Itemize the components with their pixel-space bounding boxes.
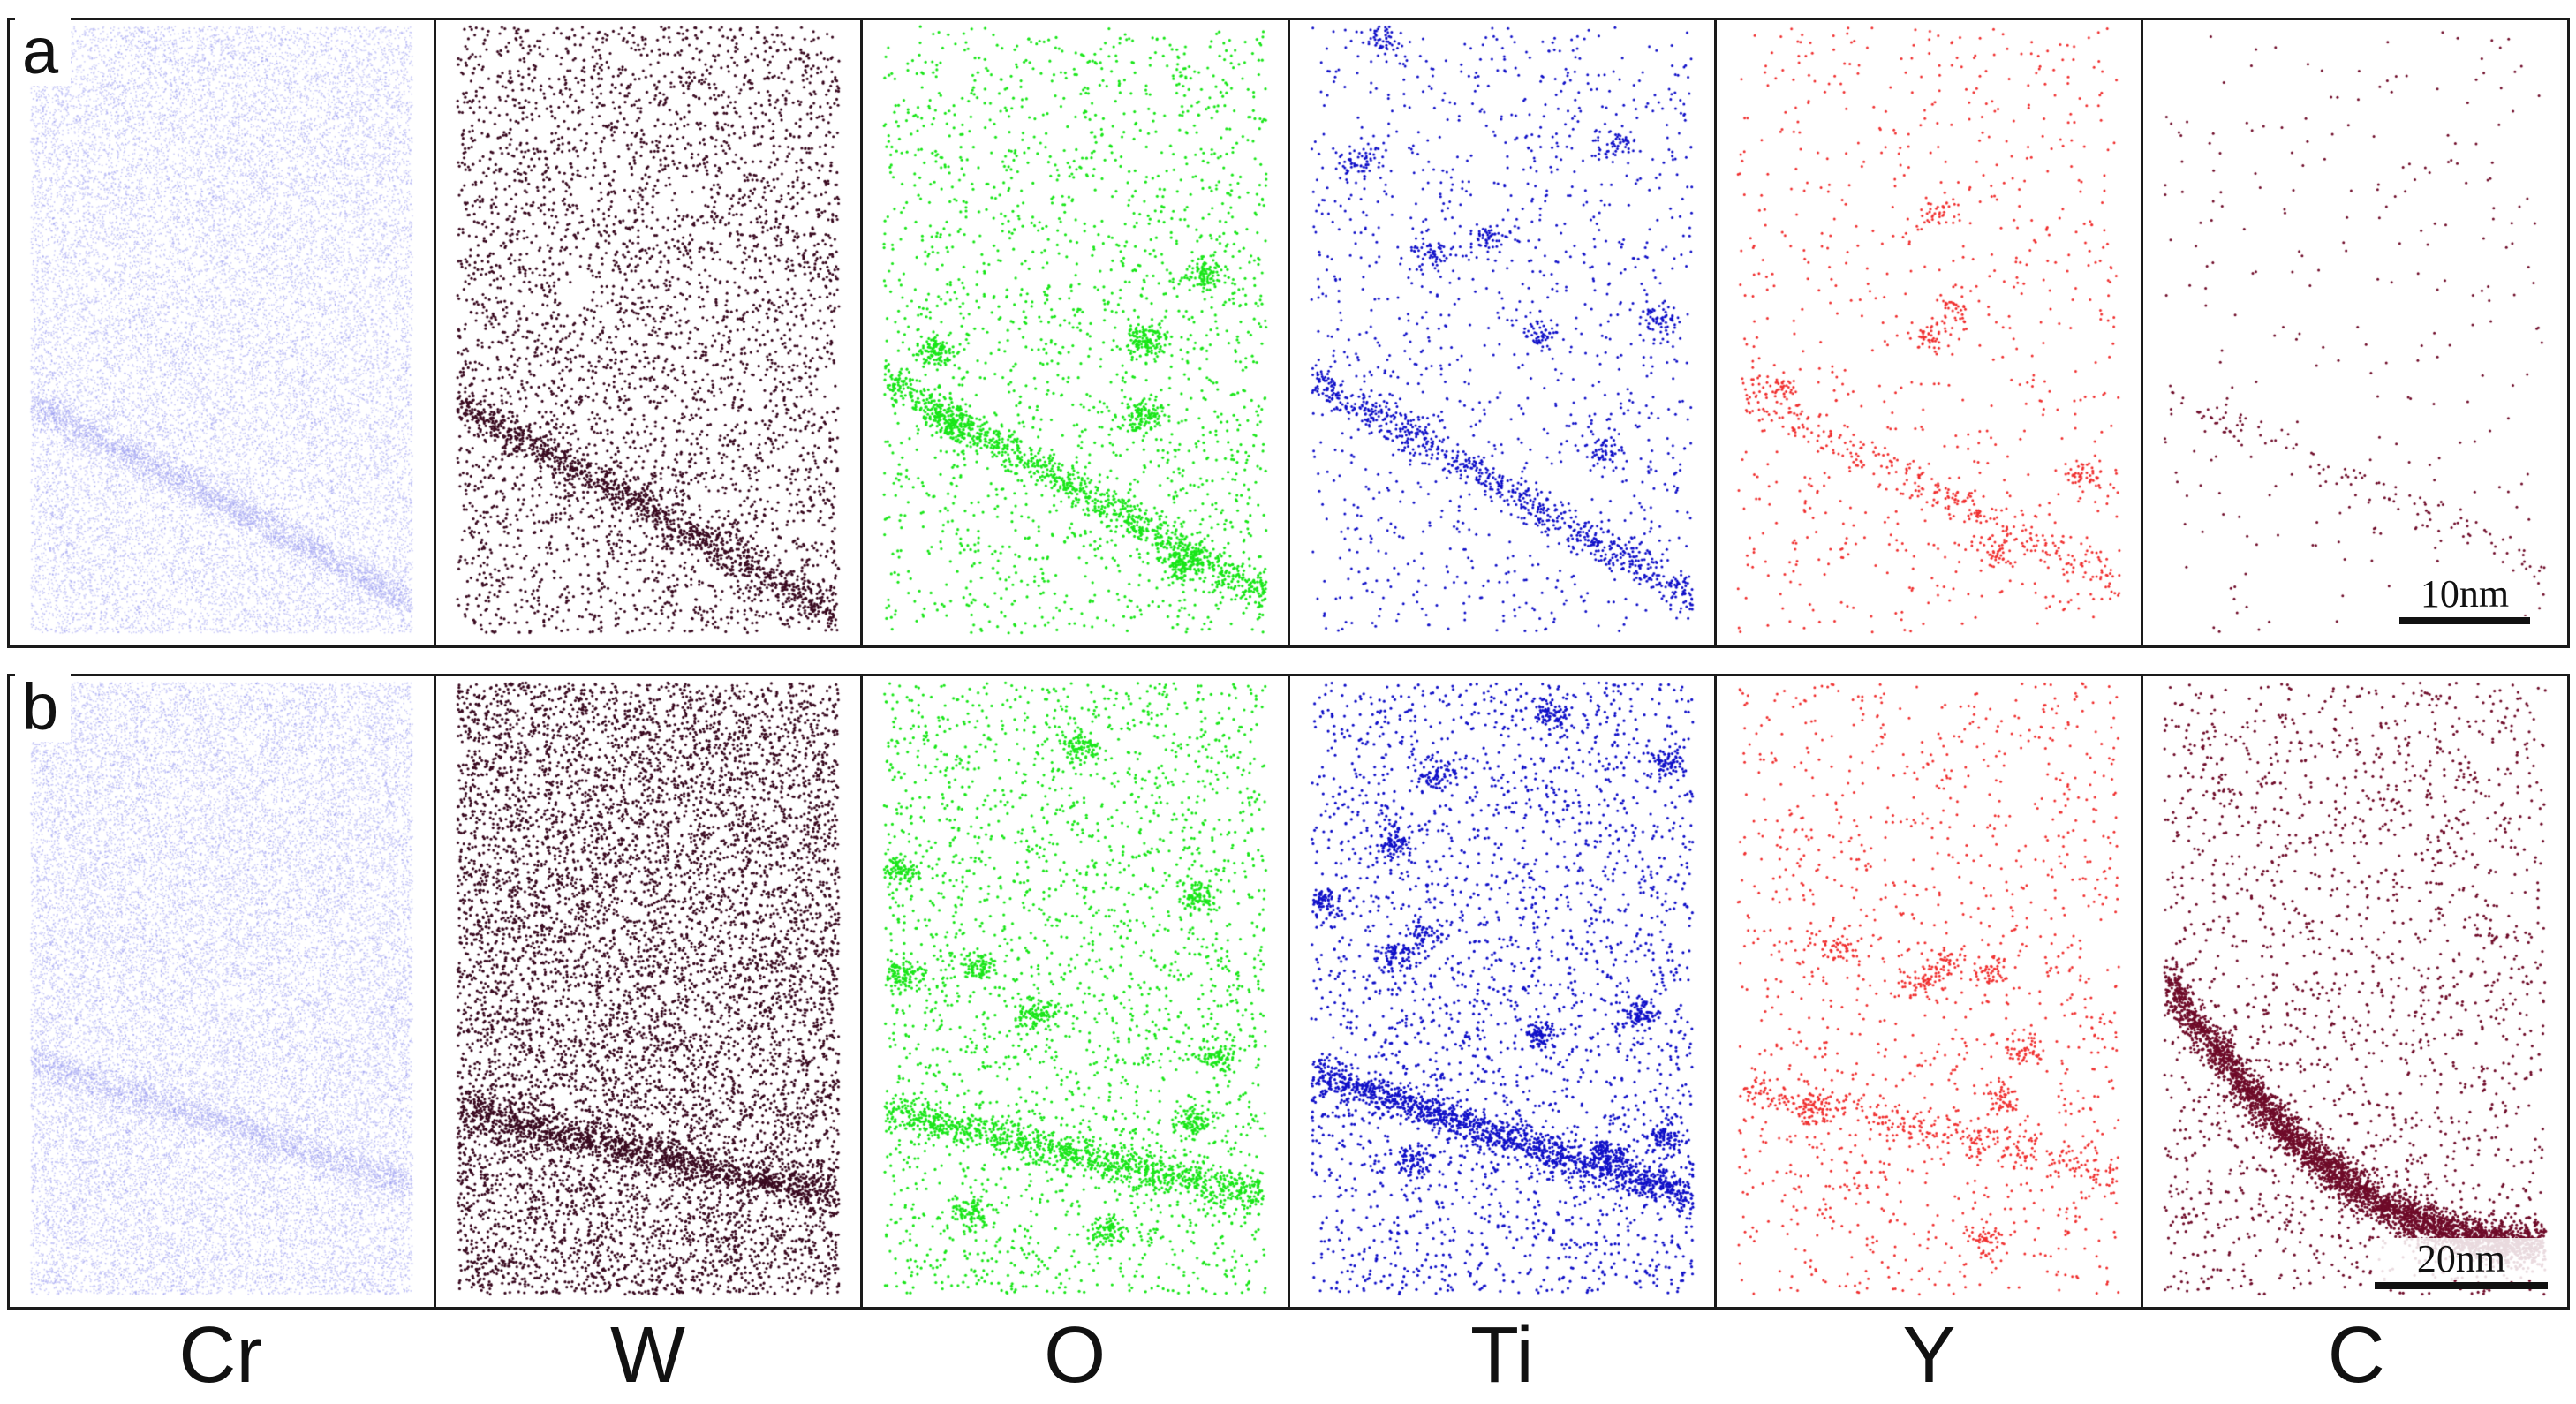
- panel-a-ti: [1289, 20, 1717, 645]
- atom-map-b-ti: [1289, 676, 1714, 1307]
- element-label-cr: Cr: [178, 1311, 263, 1400]
- element-label-ti: Ti: [1470, 1311, 1534, 1400]
- scale-bar-b-line: [2375, 1282, 2549, 1289]
- panel-b-cr: [10, 676, 437, 1307]
- row-a-panels: a 10nm: [7, 17, 2570, 648]
- scale-bar-a-line: [2399, 617, 2531, 624]
- panel-a-y: [1716, 20, 2143, 645]
- atom-map-a-c: [2142, 20, 2568, 645]
- panel-a-cr: [10, 20, 437, 645]
- row-label-b: b: [15, 673, 72, 742]
- element-labels: Cr W O Ti Y C: [7, 1311, 2570, 1400]
- panel-a-o: [863, 20, 1290, 645]
- atom-map-b-w: [436, 676, 861, 1307]
- panel-b-w: [436, 676, 864, 1307]
- atom-map-b-cr: [10, 676, 434, 1307]
- atom-map-a-ti: [1289, 20, 1714, 645]
- element-label-c: C: [2327, 1311, 2385, 1400]
- atom-map-a-y: [1716, 20, 2141, 645]
- scale-bar-b: 20nm: [2375, 1237, 2549, 1289]
- panel-b-ti: [1289, 676, 1717, 1307]
- panel-b-c: 20nm: [2142, 676, 2568, 1307]
- atom-map-a-w: [436, 20, 861, 645]
- panel-b-o: [863, 676, 1290, 1307]
- atom-map-a-cr: [10, 20, 434, 645]
- row-label-a: a: [15, 17, 72, 86]
- atom-map-b-o: [863, 676, 1288, 1307]
- element-label-y: Y: [1902, 1311, 1956, 1400]
- atom-map-b-c: [2142, 676, 2568, 1307]
- row-b-panels: b 20nm: [7, 673, 2570, 1310]
- scale-bar-a-text: 10nm: [2399, 572, 2531, 615]
- panel-b-y: [1716, 676, 2143, 1307]
- element-label-w: W: [610, 1311, 685, 1400]
- scale-bar-b-text: 20nm: [2375, 1237, 2549, 1280]
- atom-map-a-o: [863, 20, 1288, 645]
- scale-bar-a: 10nm: [2399, 572, 2531, 624]
- panel-a-w: [436, 20, 864, 645]
- element-label-o: O: [1044, 1311, 1107, 1400]
- atom-map-b-y: [1716, 676, 2141, 1307]
- panel-a-c: 10nm: [2142, 20, 2568, 645]
